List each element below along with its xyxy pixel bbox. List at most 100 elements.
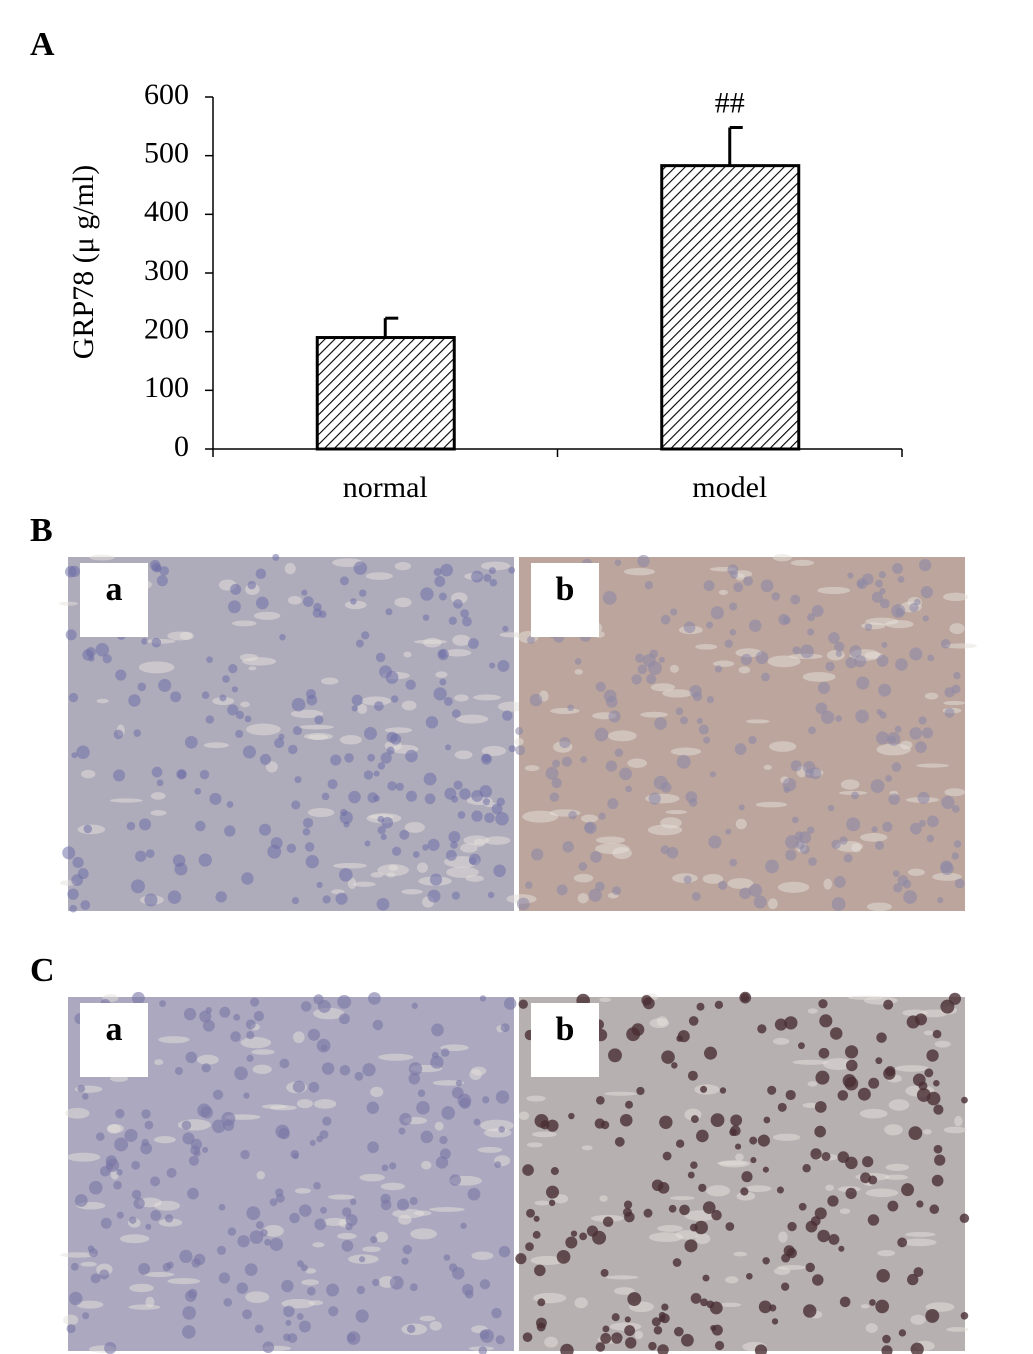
cell-nucleus xyxy=(291,897,300,905)
cell-nucleus xyxy=(951,805,960,813)
sinusoid xyxy=(428,1207,465,1212)
sinusoid xyxy=(706,1185,731,1197)
sinusoid xyxy=(378,1053,414,1061)
cell-nucleus xyxy=(339,868,353,882)
cell-nucleus xyxy=(861,573,874,585)
cell-nucleus xyxy=(302,828,311,836)
cell-nucleus xyxy=(216,1245,227,1255)
cell-nucleus xyxy=(177,769,187,779)
image-label-box xyxy=(531,1003,599,1077)
cell-nucleus xyxy=(278,1127,290,1140)
cell-nucleus xyxy=(685,791,698,803)
cell-nucleus xyxy=(849,645,862,658)
cell-nucleus xyxy=(305,855,319,869)
cell-nucleus xyxy=(666,846,679,859)
sinusoid xyxy=(339,734,362,745)
cell-nucleus xyxy=(489,662,496,669)
cell-nucleus xyxy=(913,1267,924,1277)
cell-nucleus xyxy=(932,1029,942,1039)
sinusoid xyxy=(203,742,229,749)
cell-nucleus xyxy=(845,1059,858,1072)
cell-nucleus xyxy=(871,591,884,603)
cell-nucleus xyxy=(515,727,524,736)
sinusoid xyxy=(305,1268,317,1274)
cell-nucleus xyxy=(926,1049,939,1062)
sinusoid xyxy=(143,1271,175,1278)
cell-nucleus xyxy=(792,646,801,655)
cell-nucleus xyxy=(219,1006,231,1018)
cell-nucleus xyxy=(401,1257,409,1265)
cell-nucleus xyxy=(405,749,418,763)
cell-nucleus xyxy=(546,1185,560,1199)
cell-nucleus xyxy=(440,563,453,577)
cell-nucleus xyxy=(133,1197,145,1209)
cell-nucleus xyxy=(798,1202,807,1211)
cell-nucleus xyxy=(657,1344,669,1354)
cell-nucleus xyxy=(408,1062,423,1076)
cell-nucleus xyxy=(860,1172,871,1184)
sinusoid xyxy=(900,740,913,750)
cell-nucleus xyxy=(88,1180,103,1195)
cell-nucleus xyxy=(199,769,210,780)
sinusoid xyxy=(735,818,747,830)
cell-nucleus xyxy=(453,599,463,609)
cell-nucleus xyxy=(235,729,244,738)
sinusoid xyxy=(574,669,583,675)
cell-nucleus xyxy=(471,810,483,822)
sinusoid xyxy=(839,1208,851,1215)
cell-nucleus xyxy=(749,619,762,632)
cell-nucleus xyxy=(115,1108,125,1119)
cell-nucleus xyxy=(595,681,606,692)
cell-nucleus xyxy=(815,702,828,715)
cell-nucleus xyxy=(381,816,394,829)
cell-nucleus xyxy=(386,746,395,755)
cell-nucleus xyxy=(910,822,922,835)
sinusoid xyxy=(360,696,392,706)
cell-nucleus xyxy=(839,836,848,845)
cell-nucleus xyxy=(87,1245,95,1252)
sinusoid xyxy=(231,620,257,627)
cell-nucleus xyxy=(714,665,723,673)
cell-nucleus xyxy=(814,1101,827,1113)
cell-nucleus xyxy=(240,1149,250,1160)
sinusoid xyxy=(802,671,836,682)
cell-nucleus xyxy=(494,1161,502,1168)
cell-nucleus xyxy=(734,1143,742,1150)
sinusoid xyxy=(934,1040,951,1048)
cell-nucleus xyxy=(188,1155,199,1166)
sinusoid xyxy=(293,1031,305,1044)
cell-nucleus xyxy=(710,606,725,620)
y-tick-label: 600 xyxy=(144,78,189,111)
cell-nucleus xyxy=(771,1318,779,1325)
cell-nucleus xyxy=(174,862,188,876)
cell-nucleus xyxy=(69,1291,83,1306)
sinusoid xyxy=(526,1142,543,1148)
sinusoid xyxy=(145,1296,155,1308)
cell-nucleus xyxy=(912,1073,926,1087)
sinusoid xyxy=(463,835,490,846)
cell-nucleus xyxy=(166,1167,177,1178)
cell-nucleus xyxy=(272,553,280,561)
sinusoid xyxy=(416,862,429,873)
cell-nucleus xyxy=(545,766,559,780)
cell-nucleus xyxy=(77,1084,86,1093)
cell-nucleus xyxy=(244,715,252,723)
sinusoid xyxy=(807,1008,818,1014)
sinusoid xyxy=(718,589,728,596)
y-tick-label: 0 xyxy=(174,430,189,463)
cell-nucleus xyxy=(738,804,745,811)
sinusoid xyxy=(150,809,167,816)
cell-nucleus xyxy=(434,575,446,587)
cell-nucleus xyxy=(431,1023,444,1037)
cell-nucleus xyxy=(522,1332,533,1342)
cell-nucleus xyxy=(703,736,711,744)
sinusoid xyxy=(394,562,412,571)
cell-nucleus xyxy=(285,1319,292,1326)
sinusoid xyxy=(365,572,393,580)
cell-nucleus xyxy=(316,881,323,889)
cell-nucleus xyxy=(959,1213,970,1224)
cell-nucleus xyxy=(179,1249,193,1264)
sinusoid xyxy=(296,1098,313,1109)
cell-nucleus xyxy=(264,1238,272,1246)
cell-nucleus xyxy=(306,1286,316,1296)
